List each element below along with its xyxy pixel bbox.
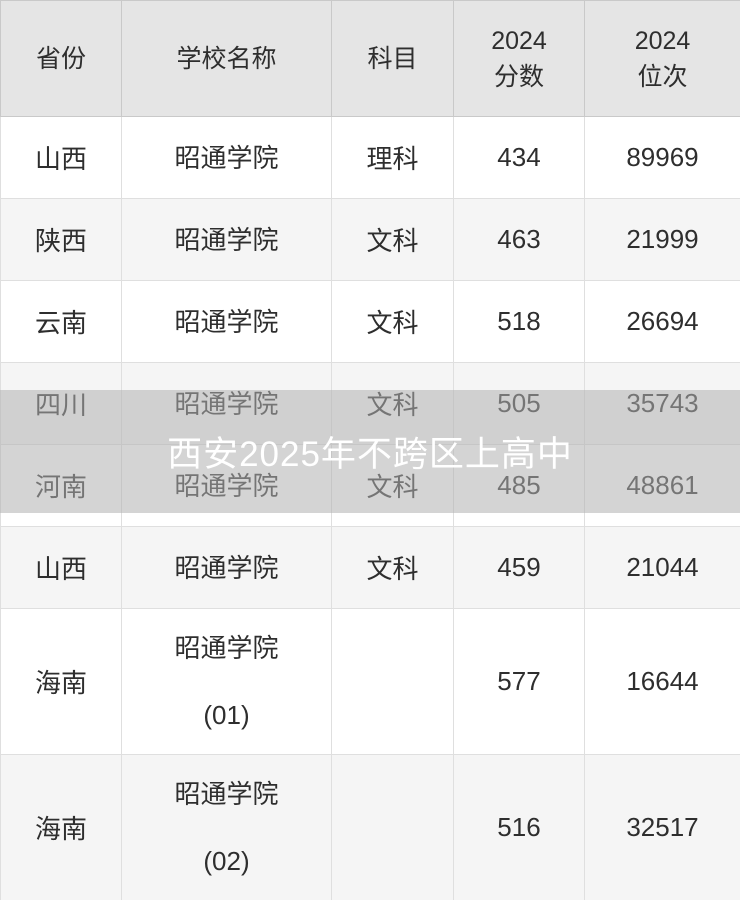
header-score-year: 2024 xyxy=(491,26,547,55)
cell-school: 昭通学院 xyxy=(121,362,332,445)
cell-subject: 文科 xyxy=(331,198,454,281)
cell-rank: 32517 xyxy=(584,754,740,900)
cell-rank: 48861 xyxy=(584,444,740,527)
header-province: 省份 xyxy=(0,0,122,117)
school-code: (01) xyxy=(203,700,250,730)
cell-school: 昭通学院 xyxy=(121,444,332,527)
header-score-2024: 2024 分数 xyxy=(453,0,585,117)
cell-subject xyxy=(331,754,454,900)
cell-rank: 21999 xyxy=(584,198,740,281)
table-row: 海南 昭通学院 (02) 516 32517 xyxy=(0,754,740,900)
cell-subject: 文科 xyxy=(331,362,454,445)
cell-subject xyxy=(331,608,454,755)
cell-school: 昭通学院 xyxy=(121,198,332,281)
cell-score: 485 xyxy=(453,444,585,527)
table-row: 云南 昭通学院 文科 518 26694 xyxy=(0,280,740,363)
cell-province: 海南 xyxy=(0,608,122,755)
cell-subject: 文科 xyxy=(331,526,454,609)
cell-score: 516 xyxy=(453,754,585,900)
cell-rank: 26694 xyxy=(584,280,740,363)
cell-school: 昭通学院 (02) xyxy=(121,754,332,900)
cell-school: 昭通学院 xyxy=(121,526,332,609)
school-name: 昭通学院 xyxy=(174,633,279,663)
school-name: 昭通学院 xyxy=(174,552,279,583)
cell-score: 463 xyxy=(453,198,585,281)
cell-school: 昭通学院 xyxy=(121,116,332,199)
cell-score: 459 xyxy=(453,526,585,609)
cell-province: 海南 xyxy=(0,754,122,900)
table-row: 陕西 昭通学院 文科 463 21999 xyxy=(0,198,740,281)
cell-province: 四川 xyxy=(0,362,122,445)
cell-school: 昭通学院 xyxy=(121,280,332,363)
cell-subject: 理科 xyxy=(331,116,454,199)
cell-subject: 文科 xyxy=(331,444,454,527)
cell-province: 陕西 xyxy=(0,198,122,281)
table-row: 四川 昭通学院 文科 505 35743 xyxy=(0,362,740,445)
cell-rank: 89969 xyxy=(584,116,740,199)
school-name: 昭通学院 xyxy=(174,142,279,173)
header-score-label: 分数 xyxy=(493,62,544,91)
table-row: 山西 昭通学院 理科 434 89969 xyxy=(0,116,740,199)
school-name: 昭通学院 xyxy=(174,306,279,337)
cell-province: 河南 xyxy=(0,444,122,527)
table-row: 山西 昭通学院 文科 459 21044 xyxy=(0,526,740,609)
header-school: 学校名称 xyxy=(121,0,332,117)
header-rank-2024: 2024 位次 xyxy=(584,0,740,117)
cell-rank: 35743 xyxy=(584,362,740,445)
cell-school: 昭通学院 (01) xyxy=(121,608,332,755)
school-name: 昭通学院 xyxy=(174,470,279,501)
cell-province: 山西 xyxy=(0,526,122,609)
header-school-label: 学校名称 xyxy=(176,44,277,73)
school-code: (02) xyxy=(203,846,250,876)
header-subject: 科目 xyxy=(331,0,454,117)
cell-score: 577 xyxy=(453,608,585,755)
header-rank-year: 2024 xyxy=(634,26,691,55)
cell-subject: 文科 xyxy=(331,280,454,363)
cell-rank: 16644 xyxy=(584,608,740,755)
header-row: 省份 学校名称 科目 2024 分数 2024 位次 xyxy=(0,0,740,117)
cell-province: 山西 xyxy=(0,116,122,199)
table-row: 海南 昭通学院 (01) 577 16644 xyxy=(0,608,740,755)
cell-score: 434 xyxy=(453,116,585,199)
header-province-label: 省份 xyxy=(35,44,86,73)
table-row: 河南 昭通学院 文科 485 48861 xyxy=(0,444,740,527)
school-name: 昭通学院 xyxy=(174,388,279,419)
header-subject-label: 科目 xyxy=(367,44,418,73)
school-name: 昭通学院 xyxy=(174,779,279,809)
header-rank-label: 位次 xyxy=(637,62,688,91)
cell-score: 518 xyxy=(453,280,585,363)
cell-rank: 21044 xyxy=(584,526,740,609)
cell-score: 505 xyxy=(453,362,585,445)
cell-province: 云南 xyxy=(0,280,122,363)
school-name: 昭通学院 xyxy=(174,224,279,255)
